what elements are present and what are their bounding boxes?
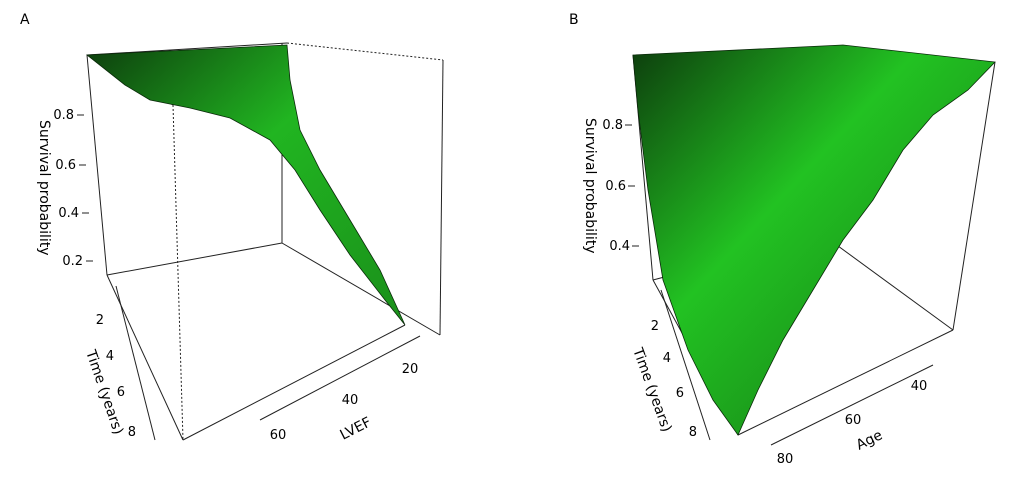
z-tick-label: 0.6 bbox=[55, 158, 76, 173]
chart-panel-a: A 0.8 0.6 0.4 0.2 Survival probability bbox=[0, 0, 513, 495]
z-axis-b: 0.8 0.6 0.4 Survival probability bbox=[582, 118, 639, 254]
surface-b bbox=[632, 44, 996, 436]
z-tick-label: 0.4 bbox=[58, 206, 79, 221]
box-edge bbox=[172, 104, 184, 441]
panel-label-b: B bbox=[569, 12, 579, 28]
x-tick-label: 40 bbox=[911, 379, 928, 394]
z-tick-label: 0.2 bbox=[62, 254, 83, 269]
panel-label-a: A bbox=[20, 12, 30, 28]
x-axis-title: LVEF bbox=[338, 414, 374, 443]
y-tick-label: 8 bbox=[689, 425, 697, 440]
x-axis-a: 20 40 60 LVEF bbox=[259, 335, 421, 444]
y-tick-label: 6 bbox=[117, 385, 125, 400]
x-axis-b: 40 60 80 Age bbox=[770, 364, 934, 467]
box-edge bbox=[952, 61, 996, 331]
box-edge bbox=[737, 329, 954, 436]
y-tick-label: 2 bbox=[651, 319, 659, 334]
y-tick-label: 6 bbox=[676, 386, 684, 401]
z-tick-label: 0.4 bbox=[609, 239, 630, 254]
chart-panel-b: B 0.8 0.6 0.4 Survival probability 2 4 6 bbox=[513, 0, 1026, 495]
y-tick-label: 8 bbox=[128, 425, 136, 440]
y-axis-a: 2 4 6 8 Time (years) bbox=[82, 285, 156, 441]
z-tick-label: 0.8 bbox=[602, 118, 623, 133]
surface-a-fill bbox=[85, 44, 406, 326]
box-edge bbox=[822, 234, 954, 331]
z-axis-title: Survival probability bbox=[36, 120, 52, 256]
z-tick-label: 0.6 bbox=[605, 179, 626, 194]
x-tick-label: 80 bbox=[777, 452, 794, 467]
chart-b-svg: B 0.8 0.6 0.4 Survival probability 2 4 6 bbox=[569, 12, 996, 467]
x-tick-label: 60 bbox=[270, 428, 287, 443]
z-axis-title: Survival probability bbox=[582, 118, 598, 254]
y-tick-label: 4 bbox=[106, 349, 114, 364]
y-tick-label: 2 bbox=[96, 313, 104, 328]
x-tick-label: 40 bbox=[342, 393, 359, 408]
z-axis-a: 0.8 0.6 0.4 0.2 Survival probability bbox=[36, 108, 93, 269]
x-tick-label: 60 bbox=[845, 413, 862, 428]
box-edge bbox=[286, 42, 444, 61]
chart-a-svg: A 0.8 0.6 0.4 0.2 Survival probability bbox=[20, 12, 444, 444]
box-edge bbox=[439, 59, 444, 336]
box-edge bbox=[106, 242, 283, 276]
x-tick-label: 20 bbox=[402, 362, 419, 377]
surface-a bbox=[85, 44, 406, 326]
z-tick-label: 0.8 bbox=[53, 108, 74, 123]
box-edge bbox=[182, 324, 406, 441]
x-axis-title: Age bbox=[854, 427, 885, 453]
y-tick-label: 4 bbox=[663, 351, 671, 366]
box-edge bbox=[281, 242, 441, 336]
box-edge bbox=[86, 54, 108, 276]
surface-b-fill bbox=[632, 44, 996, 436]
